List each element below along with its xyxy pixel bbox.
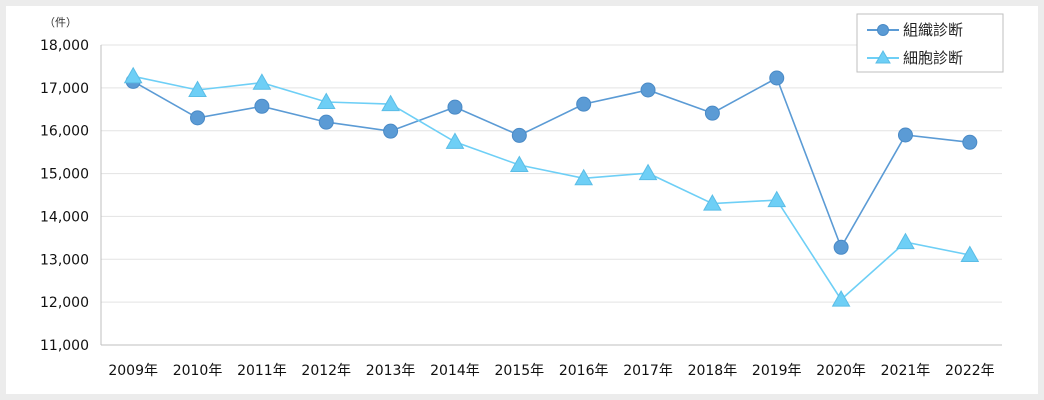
legend-label-series-1: 組織診断 xyxy=(903,21,963,39)
x-tick-label: 2010年 xyxy=(173,363,223,379)
data-point xyxy=(316,92,336,109)
x-tick-label: 2013年 xyxy=(366,363,416,379)
series-2 xyxy=(123,66,980,307)
series-1 xyxy=(125,70,978,255)
series-line xyxy=(133,75,970,301)
data-point xyxy=(704,105,720,121)
data-point xyxy=(254,98,270,114)
data-point xyxy=(123,66,143,84)
x-tick-label: 2014年 xyxy=(430,363,480,379)
data-point xyxy=(962,134,978,150)
y-tick-label: 12,000 xyxy=(40,295,89,311)
data-point xyxy=(574,168,594,186)
data-point xyxy=(511,127,527,143)
data-point xyxy=(383,123,399,139)
x-tick-label: 2015年 xyxy=(495,363,545,379)
data-point xyxy=(767,190,787,208)
data-point xyxy=(576,96,592,112)
y-tick-labels: 11,000 12,000 13,000 14,000 15,000 16,000 17,0… xyxy=(40,38,89,354)
data-point xyxy=(188,80,207,97)
data-point xyxy=(896,232,915,250)
data-point xyxy=(445,132,465,149)
data-point xyxy=(769,70,785,86)
x-tick-label: 2011年 xyxy=(237,363,287,379)
data-point xyxy=(381,94,400,112)
data-point xyxy=(831,290,851,307)
legend-marker-series-2 xyxy=(875,50,891,64)
x-tick-label: 2012年 xyxy=(301,363,351,379)
data-point xyxy=(833,239,849,255)
gridlines xyxy=(101,44,1002,303)
y-tick-label: 18,000 xyxy=(40,38,89,54)
x-tick-label: 2020年 xyxy=(816,363,866,379)
series-line xyxy=(132,76,970,250)
x-tick-label: 2017年 xyxy=(623,363,673,379)
data-point xyxy=(638,163,658,181)
legend-label-series-2: 細胞診断 xyxy=(903,49,963,67)
x-tick-label: 2021年 xyxy=(881,363,931,379)
data-point xyxy=(897,127,913,143)
y-tick-label: 13,000 xyxy=(40,252,89,268)
data-point xyxy=(318,114,334,130)
y-tick-label: 11,000 xyxy=(40,338,89,354)
x-tick-label: 2019年 xyxy=(752,363,802,379)
data-point xyxy=(640,82,656,98)
data-point xyxy=(960,245,980,262)
x-tick-labels: 2009年 2010年 2011年 2012年 2013年 2014年 2015年 2016年… xyxy=(108,363,994,379)
data-point xyxy=(447,99,463,115)
y-tick-label: 15,000 xyxy=(40,167,89,183)
legend: 組織診断 細胞診断 xyxy=(856,13,1004,73)
data-point xyxy=(252,73,272,90)
data-point xyxy=(703,194,722,211)
x-tick-label: 2018年 xyxy=(688,363,738,379)
y-tick-label: 14,000 xyxy=(40,209,89,225)
data-point xyxy=(190,110,206,126)
axes xyxy=(100,45,1002,346)
data-point xyxy=(509,155,529,172)
y-tick-label: 16,000 xyxy=(40,124,89,140)
series-layer xyxy=(123,66,980,307)
y-tick-label: 17,000 xyxy=(40,81,89,97)
y-unit-label: （件） xyxy=(44,16,77,29)
x-tick-label: 2009年 xyxy=(108,363,158,379)
legend-marker-series-1 xyxy=(877,24,889,36)
x-tick-label: 2022年 xyxy=(945,363,995,379)
x-tick-label: 2016年 xyxy=(559,363,609,379)
